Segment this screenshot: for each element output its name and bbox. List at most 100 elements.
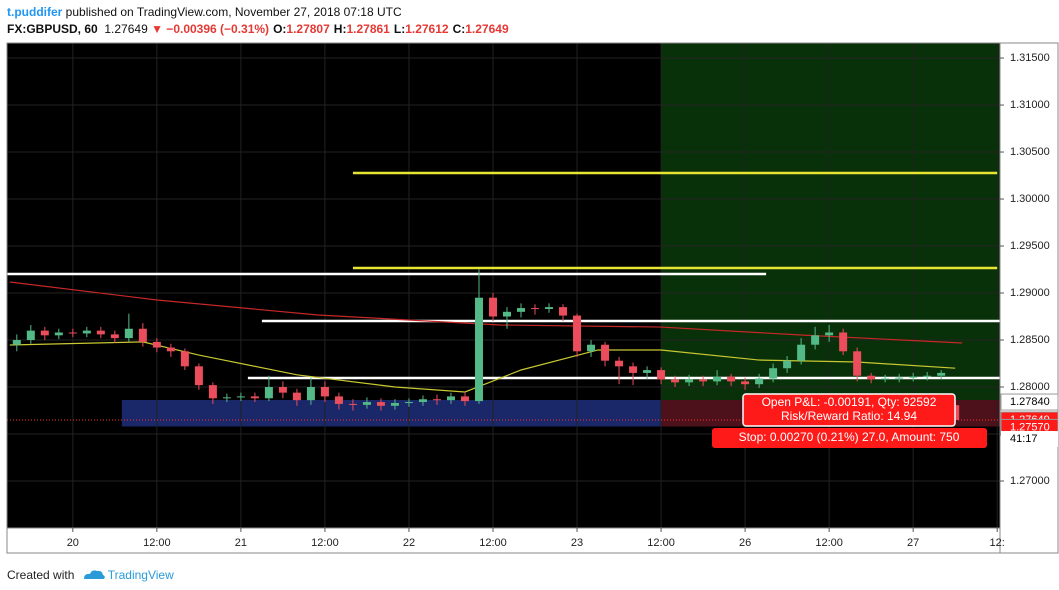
candle-body [460, 396, 469, 402]
candle-body [755, 378, 764, 385]
x-tick-label: 27 [907, 537, 919, 549]
candle-body [531, 308, 540, 310]
y-tick-label: 1.29500 [1010, 240, 1050, 252]
candle-body [699, 379, 708, 382]
candle-body [825, 332, 834, 336]
moving-average [9, 341, 956, 393]
x-tick-label: 23 [571, 537, 583, 549]
x-tick-label: 12:00 [479, 537, 507, 549]
ohlc-key: H: [333, 22, 347, 36]
pnl-text: Risk/Reward Ratio: 14.94 [781, 409, 917, 423]
candle-body [362, 402, 371, 405]
candle-body [152, 341, 161, 348]
candle-body [334, 396, 343, 404]
candle-body [320, 387, 329, 397]
candle-body [110, 334, 119, 339]
candle-body [643, 370, 652, 373]
price-label-bg [1000, 393, 1059, 411]
author[interactable]: t.puddifer [7, 5, 63, 19]
brand[interactable]: TradingView [107, 568, 174, 582]
candle-body [503, 311, 512, 317]
candle-body [348, 403, 357, 405]
candle-body [517, 308, 526, 312]
candle-body [741, 381, 750, 385]
candle-body [545, 307, 554, 309]
candle-body [937, 372, 946, 376]
candle-body [390, 402, 399, 406]
price-label: 1.27840 [1010, 396, 1050, 408]
y-tick-label: 1.30500 [1010, 146, 1050, 158]
x-tick-label: 12:00 [311, 537, 339, 549]
y-tick-label: 1.31000 [1010, 99, 1050, 111]
candle-body [769, 368, 778, 379]
candle-body [783, 360, 792, 369]
ohlc-value: 1.27861 [346, 22, 390, 36]
candle-body [601, 344, 610, 361]
candle-body [292, 392, 301, 401]
y-tick-label: 1.27000 [1010, 475, 1050, 487]
candle-body [54, 332, 63, 336]
candle-body [853, 351, 862, 376]
ohlc-value: 1.27612 [405, 22, 449, 36]
candle-body [194, 366, 203, 386]
x-tick-label: 26 [739, 537, 751, 549]
y-tick-label: 1.30000 [1010, 193, 1050, 205]
candle-body [166, 347, 175, 352]
candle-body [68, 332, 77, 334]
symbol-line: FX:GBPUSD, 60 1.27649 ▼ −0.00396 (−0.31%… [7, 22, 509, 36]
y-tick-label: 1.31500 [1010, 52, 1050, 64]
candle-body [559, 307, 568, 316]
candle-body [685, 379, 694, 383]
y-tick-label: 1.28000 [1010, 381, 1050, 393]
candle-body [82, 330, 91, 334]
ohlc-key: O: [273, 22, 287, 36]
candle-body [867, 375, 876, 380]
plot-frame [6, 42, 1001, 529]
candle-body [839, 332, 848, 352]
candle-body [208, 385, 217, 399]
candle-body [222, 397, 231, 399]
candle-body [881, 378, 890, 380]
candle-body [26, 330, 35, 341]
x-tick-label: 12: [990, 537, 1005, 549]
candle-body [797, 344, 806, 361]
pnl-text: Open P&L: -0.00191, Qty: 92592 [762, 395, 937, 409]
pnl-box [742, 393, 956, 427]
candle-body [40, 330, 49, 336]
candle-body [306, 387, 315, 401]
last-price: 1.27649 [104, 22, 148, 36]
x-tick-label: 12:00 [647, 537, 675, 549]
ohlc-key: L: [393, 22, 406, 36]
zone [661, 43, 1000, 400]
countdown-bg [1001, 431, 1058, 448]
candle-body [615, 360, 624, 367]
stop-box [712, 428, 987, 448]
ohlc-value: 1.27807 [286, 22, 330, 36]
moving-average [9, 281, 963, 344]
candle-body [180, 351, 189, 367]
footer: Created with TradingView [7, 565, 174, 582]
candle-body [96, 330, 105, 335]
candle-body [909, 376, 918, 378]
candle-body [811, 335, 820, 345]
candle-body [657, 370, 666, 380]
x-tick-label: 22 [403, 537, 415, 549]
candle-body [923, 375, 932, 377]
candle-body [12, 340, 21, 345]
x-tick-label: 20 [67, 537, 79, 549]
symbol: FX:GBPUSD, 60 [7, 22, 98, 36]
candle-body [376, 402, 385, 406]
candle-body [432, 399, 441, 401]
x-tick-label: 21 [235, 537, 247, 549]
candle-body [713, 376, 722, 382]
candle-body [629, 366, 638, 373]
ohlc: O:1.27807 H:1.27861 L:1.27612 C:1.27649 [269, 22, 509, 36]
publish-info: published on TradingView.com, November 2… [65, 5, 402, 19]
stop-text: Stop: 0.00270 (0.21%) 27.0, Amount: 750 [739, 430, 960, 444]
publish-line: t.puddifer published on TradingView.com,… [7, 5, 402, 19]
x-axis-bg [6, 527, 1001, 554]
price-label: 1.27570 [1010, 421, 1050, 433]
candle-body [671, 379, 680, 383]
y-axis-bg [999, 42, 1059, 554]
